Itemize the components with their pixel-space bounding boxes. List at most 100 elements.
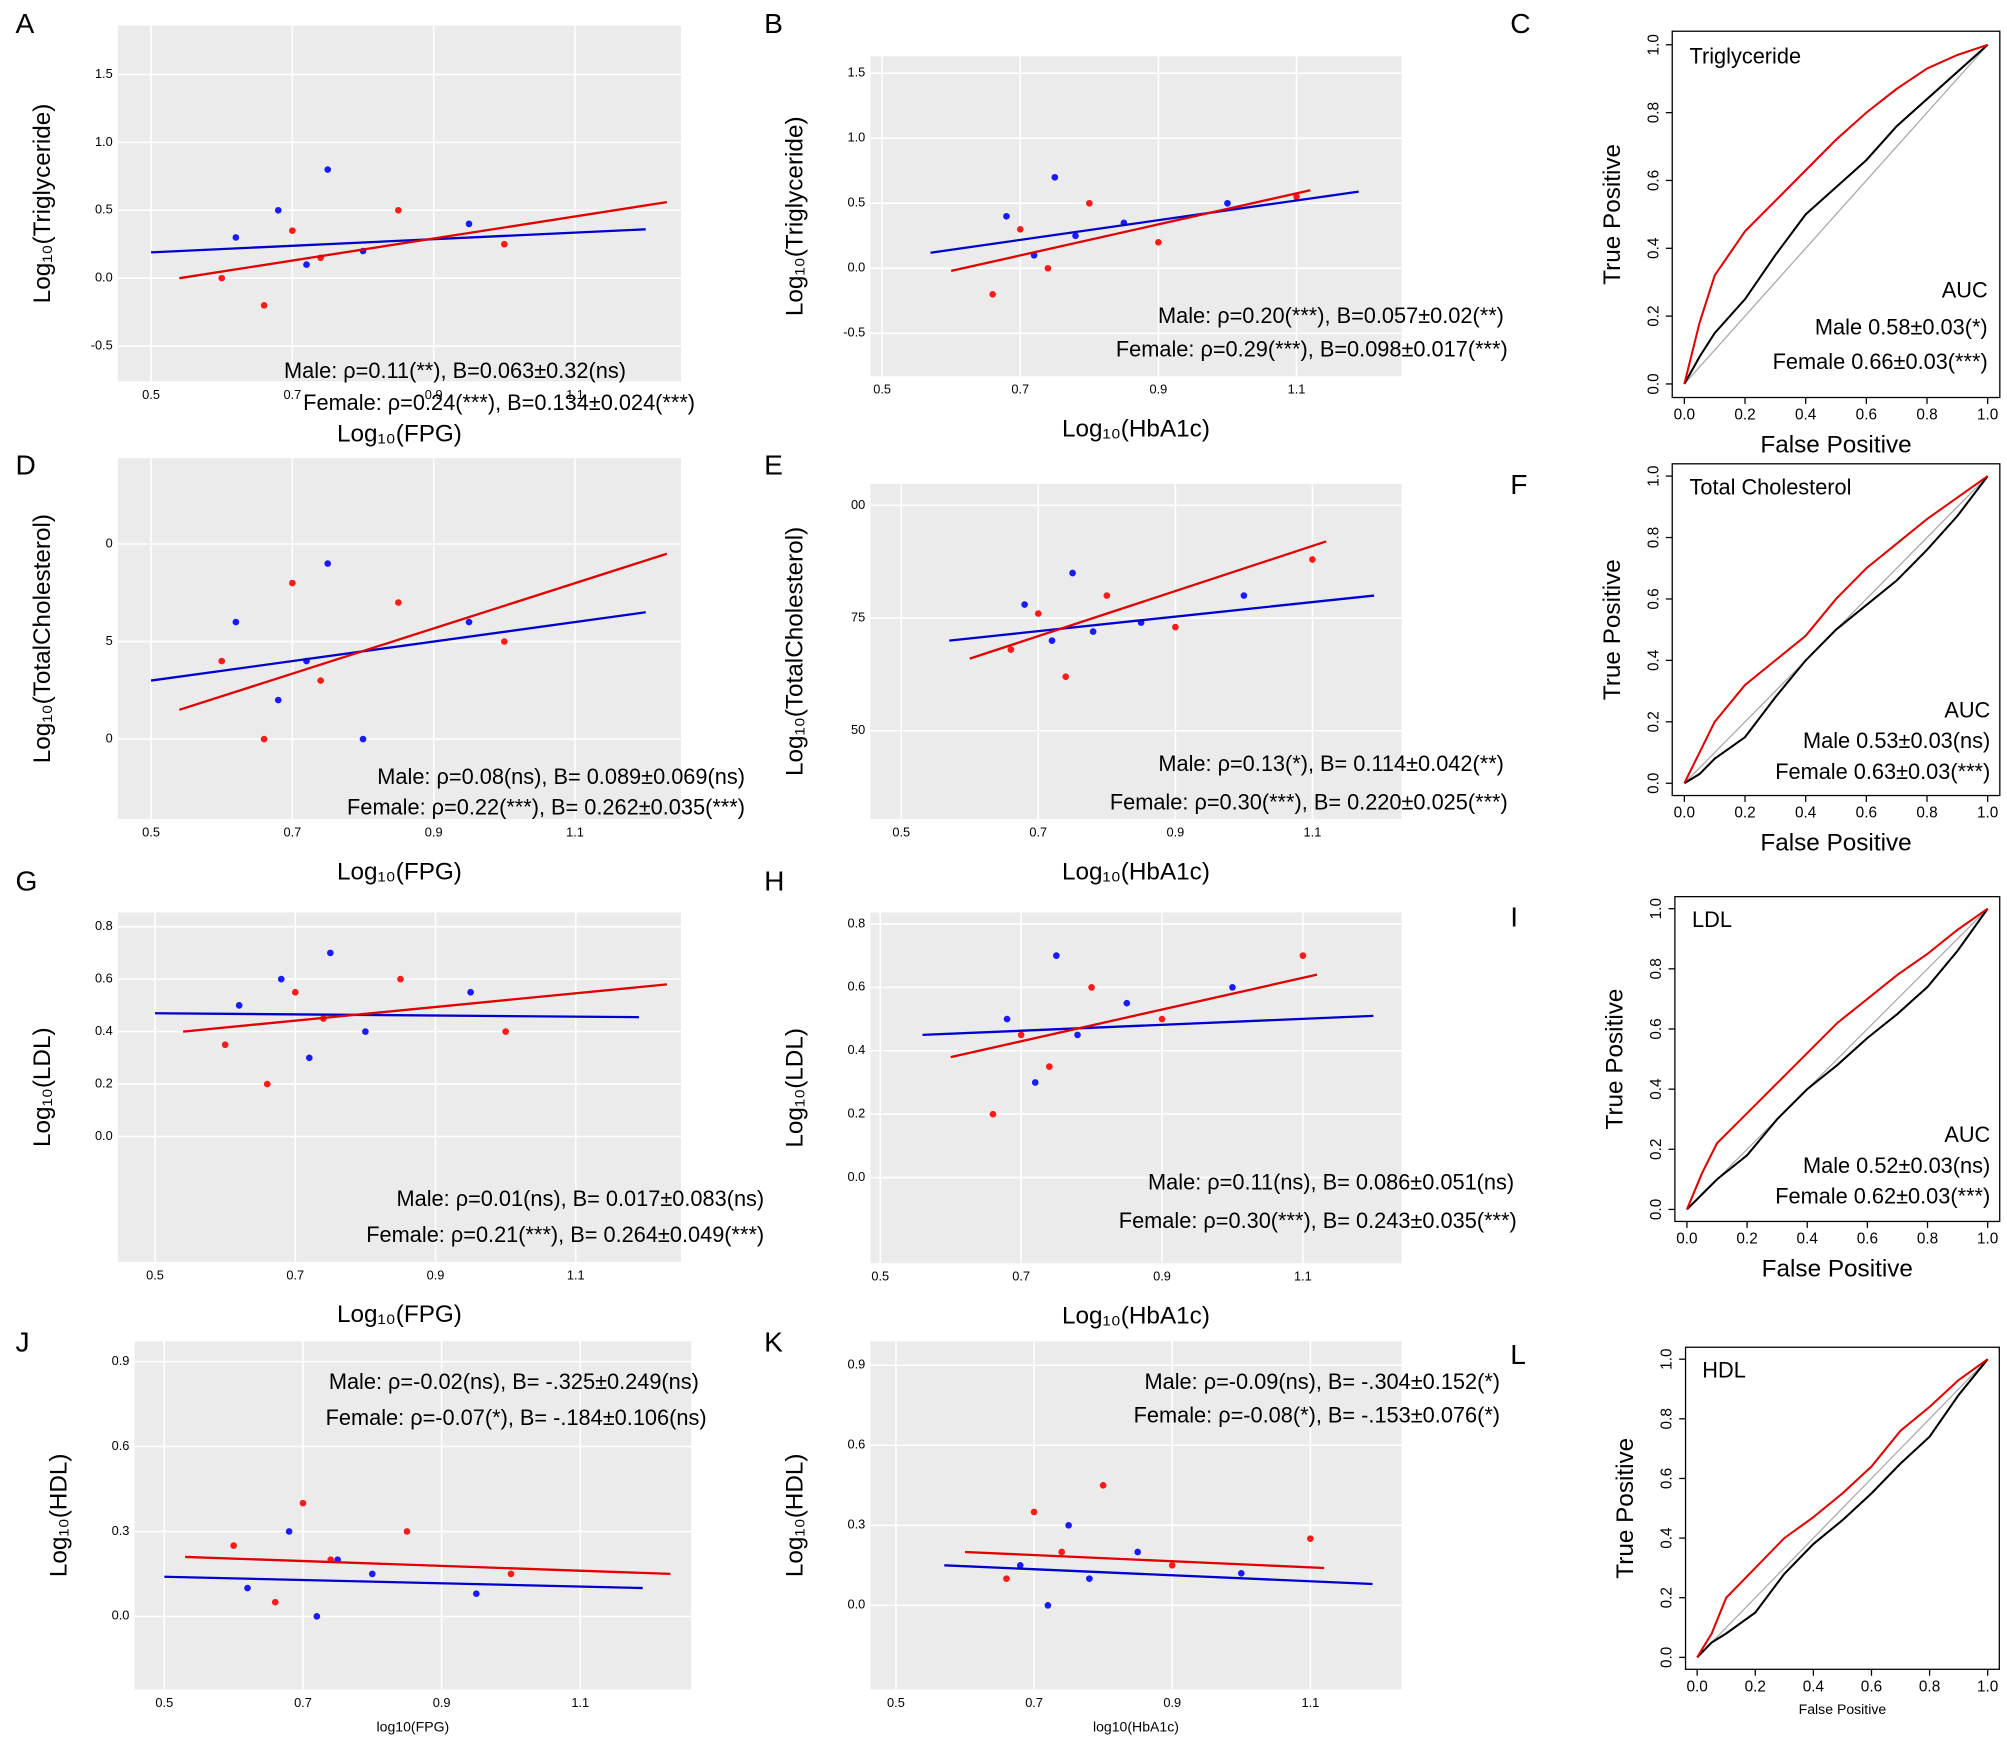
x-tick-label: 1.0 (1977, 406, 1998, 423)
annotation: Male: ρ=0.13(*), B= 0.114±0.042(**) (1158, 751, 1504, 776)
y-tick-label: 50 (851, 722, 865, 737)
y-tick-label: 0.4 (95, 1023, 113, 1038)
y-tick-label: 0.5 (847, 195, 865, 210)
data-point (395, 206, 402, 214)
y-axis-label: Log₁₀(TotalCholesterol) (29, 514, 56, 763)
panel-letter: D (15, 450, 35, 481)
y-axis-label: Log₁₀(TotalCholesterol) (782, 527, 809, 776)
data-point (1016, 1561, 1024, 1569)
data-point (271, 1598, 279, 1606)
plot-background (870, 912, 1402, 1264)
data-point (1134, 1548, 1142, 1556)
x-tick-label: 0.7 (283, 825, 301, 840)
data-point (1065, 1521, 1072, 1529)
data-point (1229, 984, 1236, 991)
x-axis-label: Log₁₀(HbA1c) (1062, 858, 1210, 885)
data-point (1224, 199, 1231, 207)
x-tick-label: 1.1 (1301, 1695, 1319, 1710)
fit-line (164, 1575, 643, 1590)
plot-box (1671, 30, 2001, 399)
x-tick-label: 0.6 (1861, 1678, 1882, 1695)
fit-line (155, 1012, 639, 1019)
y-tick-label: 0.8 (1659, 1408, 1676, 1429)
data-point (274, 696, 282, 704)
fit-line (930, 190, 1359, 254)
plot-box (1684, 1346, 2000, 1670)
diagonal (1696, 1358, 1989, 1658)
y-tick-label: 0.4 (1659, 1527, 1676, 1549)
y-tick-label: 0.6 (1659, 1468, 1676, 1489)
roc-curve (1696, 1358, 1989, 1658)
roc-curve (1686, 908, 1989, 1211)
data-point (472, 1590, 480, 1598)
x-tick-label: 0.4 (1803, 1678, 1825, 1695)
x-axis-label: log10(FPG) (377, 1718, 450, 1734)
x-tick-label: 0.7 (1012, 1269, 1030, 1284)
data-point (1048, 637, 1056, 644)
data-point (1158, 1015, 1166, 1023)
y-tick-label: 0.6 (847, 979, 865, 994)
x-tick-label: 0.8 (1916, 406, 1937, 423)
y-tick-label: 0.8 (95, 918, 113, 933)
x-tick-label: 0.6 (1857, 1230, 1878, 1247)
diagonal (1686, 908, 1989, 1210)
data-point (1072, 232, 1079, 240)
fit-line (182, 983, 668, 1033)
data-point (285, 1528, 293, 1535)
y-tick-label: 0.2 (1648, 1139, 1665, 1160)
x-tick-label: 1.1 (566, 387, 584, 402)
data-point (1086, 199, 1093, 207)
fit-line (950, 189, 1311, 273)
data-point (1062, 673, 1070, 680)
y-axis-label: Log₁₀(LDL) (29, 1027, 56, 1147)
data-point (1016, 225, 1024, 233)
x-tick-label: 0.7 (294, 1695, 312, 1710)
y-tick-label: 0.6 (1645, 170, 1662, 191)
data-point (1051, 173, 1059, 181)
y-tick-label: 1.0 (95, 134, 113, 149)
data-point (1044, 1602, 1052, 1609)
x-tick-label: 0.5 (155, 1695, 173, 1710)
plot-background (117, 25, 681, 382)
data-point (235, 1002, 243, 1009)
y-axis-label: True Positive (1599, 144, 1626, 285)
y-tick-label: 0.6 (847, 1437, 865, 1452)
annotation: Female: ρ=-0.07(*), B= -.184±0.106(ns) (326, 1405, 707, 1430)
y-tick-label: 1.0 (847, 130, 865, 145)
panel-letter: C (1510, 8, 1530, 39)
y-tick-label: 0.0 (847, 260, 865, 275)
y-tick-label: 0.0 (1659, 1647, 1676, 1668)
y-tick-label: 0.8 (1648, 958, 1665, 979)
data-point (1053, 952, 1060, 959)
data-point (244, 1584, 251, 1592)
annotation: Male 0.52±0.03(ns) (1803, 1153, 1990, 1178)
data-point (1089, 628, 1097, 635)
x-tick-label: 0.7 (283, 387, 301, 402)
data-point (289, 579, 296, 587)
fit-line (922, 1014, 1374, 1037)
y-tick-label: 0.6 (95, 971, 113, 986)
y-tick-label: 0.2 (847, 1106, 865, 1121)
data-point (218, 274, 226, 282)
annotation: Male 0.53±0.03(ns) (1803, 728, 1990, 753)
annotation: Female: ρ=0.29(***), B=0.098±0.017(***) (1116, 336, 1508, 361)
x-tick-label: 0.9 (425, 387, 443, 402)
annotation: Male: ρ=0.08(ns), B= 0.089±0.069(ns) (377, 764, 745, 789)
annotation: Female 0.66±0.03(***) (1773, 349, 1988, 374)
data-point (403, 1528, 411, 1535)
data-point (232, 618, 240, 626)
y-axis-label: True Positive (1601, 989, 1628, 1130)
data-point (1155, 238, 1162, 246)
y-tick-label: 5 (106, 633, 113, 648)
panel-title: LDL (1692, 907, 1732, 932)
fit-line (185, 1555, 671, 1576)
x-tick-label: 0.9 (425, 825, 443, 840)
panel-title: Total Cholesterol (1689, 475, 1851, 500)
fit-line (944, 1564, 1373, 1586)
annotation: Female: ρ=0.24(***), B=0.134±0.024(***) (303, 390, 695, 415)
y-tick-label: 0.4 (847, 1042, 865, 1057)
panel-letter: A (15, 8, 34, 39)
y-tick-label: 0.3 (847, 1517, 865, 1532)
y-tick-label: 0.8 (1645, 527, 1662, 548)
